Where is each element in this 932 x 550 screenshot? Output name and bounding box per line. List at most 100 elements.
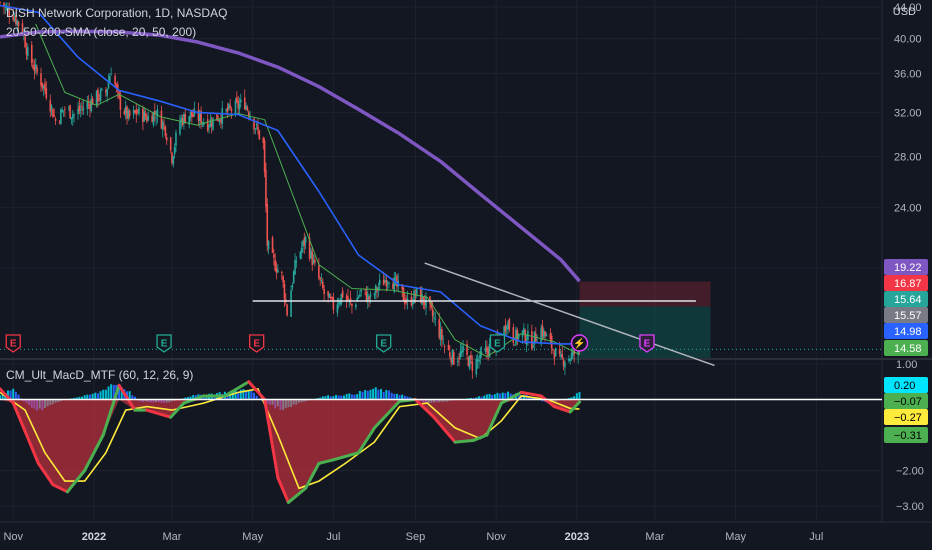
candle-body: [89, 104, 91, 109]
candle-body: [441, 329, 443, 341]
event-label: E: [10, 339, 17, 350]
candle-body: [312, 259, 315, 264]
candle-body: [290, 290, 292, 317]
candle-body: [311, 251, 314, 265]
macd-segment: [0, 387, 15, 405]
candle-body: [3, 2, 5, 7]
candle-body: [460, 351, 463, 353]
candle-body: [24, 36, 26, 48]
candle-body: [291, 285, 294, 288]
price-tag: 19.22: [884, 259, 928, 275]
candle-body: [50, 105, 53, 109]
candle-body: [365, 291, 368, 302]
position-stop-zone: [579, 281, 711, 307]
candle-body: [236, 97, 238, 102]
histogram-bar: [522, 394, 525, 400]
histogram-bar: [327, 395, 330, 400]
candle-body: [123, 110, 126, 115]
histogram-bar: [541, 399, 544, 402]
candle-body: [218, 119, 221, 122]
price-tick-label: 28.00: [894, 152, 922, 164]
macd-segment: [276, 476, 290, 504]
candle-body: [0, 2, 1, 3]
candle-body: [367, 293, 369, 302]
candle-body: [431, 309, 434, 317]
candle-body: [405, 301, 407, 304]
histogram-bar: [107, 386, 110, 400]
event-marker-earnings[interactable]: E: [5, 334, 21, 353]
time-tick-label: Nov: [486, 531, 506, 543]
candle-body: [138, 107, 140, 115]
candle-body: [401, 284, 404, 290]
candle-body: [281, 271, 283, 273]
candle-body: [340, 293, 343, 304]
histogram-bar: [12, 388, 15, 400]
histogram-bar: [350, 394, 353, 400]
histogram-bar: [131, 395, 134, 400]
candle-body: [7, 7, 9, 9]
histogram-bar: [409, 397, 412, 400]
candle-body: [209, 119, 212, 127]
macd-tick-label: −3.00: [896, 501, 924, 513]
histogram-bar: [104, 389, 107, 400]
histogram-bar: [348, 393, 351, 400]
sma-indicator-legend[interactable]: 20-50-200-SMA (close, 20, 50, 200): [6, 25, 197, 39]
macd-segment: [432, 415, 457, 444]
candle-body: [467, 357, 470, 367]
candle-body: [336, 304, 339, 313]
candle-body: [348, 299, 351, 301]
candle-body: [553, 353, 556, 359]
event-marker-dividend[interactable]: E: [376, 334, 392, 353]
candle-body: [97, 89, 99, 102]
candle-body: [91, 98, 94, 105]
histogram-bar: [102, 389, 105, 400]
histogram-bar: [14, 391, 17, 400]
event-marker-split[interactable]: ⚡: [570, 334, 589, 352]
macd-segment: [519, 390, 543, 398]
candle-body: [45, 88, 48, 98]
sma-50-line: [0, 4, 580, 345]
histogram-bar: [324, 396, 327, 400]
event-marker-dividend[interactable]: E: [156, 334, 172, 353]
candle-body: [303, 237, 306, 246]
macd-segment: [453, 438, 476, 444]
candle-body: [142, 108, 144, 123]
candle-body: [393, 277, 396, 292]
candle-body: [183, 113, 185, 124]
candle-body: [255, 124, 258, 126]
price-tick-label: 40.00: [894, 34, 922, 46]
candle-body: [542, 330, 545, 338]
candle-body: [41, 82, 44, 88]
candle-body: [540, 328, 542, 345]
candle-body: [320, 279, 323, 281]
candle-body: [144, 113, 147, 118]
candle-body: [413, 290, 415, 304]
candle-body: [173, 147, 176, 155]
event-marker-dividend[interactable]: E: [489, 334, 506, 353]
macd-tick-label: −2.00: [896, 466, 924, 478]
candle-body: [188, 116, 190, 125]
event-marker-earnings[interactable]: E: [249, 334, 265, 353]
macd-indicator-legend[interactable]: CM_Ult_MacD_MTF (60, 12, 26, 9): [6, 368, 194, 382]
macd-segment: [23, 429, 40, 465]
candle-body: [286, 304, 288, 316]
macd-segment: [304, 461, 321, 490]
candle-body: [480, 352, 483, 355]
macd-segment: [317, 458, 335, 465]
price-tag-value: 16.87: [894, 278, 922, 290]
candle-body: [402, 287, 405, 301]
histogram-bar: [91, 393, 94, 400]
candle-body: [152, 112, 155, 125]
candle-body: [484, 347, 487, 353]
event-marker-upcoming[interactable]: E: [639, 334, 655, 353]
earnings-badge-icon: [249, 334, 265, 353]
candle-body: [71, 114, 74, 119]
histogram-bar: [99, 391, 102, 400]
histogram-bar: [369, 389, 372, 400]
candle-body: [456, 360, 459, 363]
price-tag-bg: [884, 340, 928, 356]
candle-body: [197, 110, 200, 121]
candle-body: [438, 319, 441, 338]
macd-line: [0, 380, 581, 504]
